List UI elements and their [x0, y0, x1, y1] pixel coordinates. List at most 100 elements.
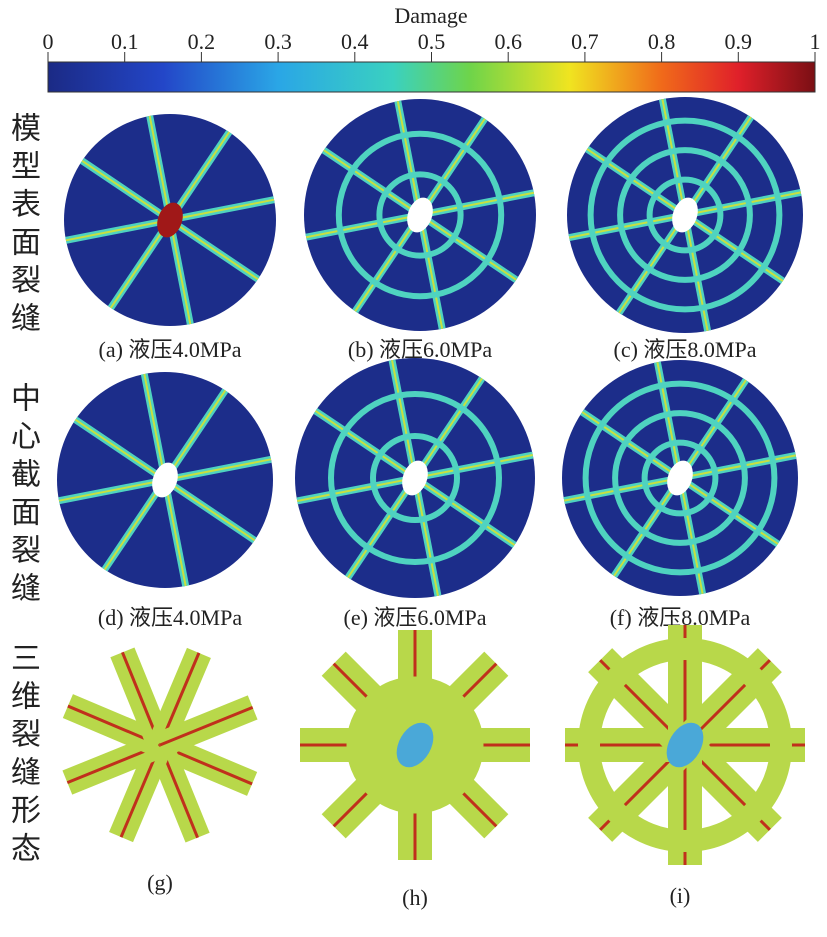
panel-caption: (i): [670, 883, 691, 908]
crack-core: [143, 373, 166, 481]
crack-core: [109, 219, 171, 309]
crack-core: [661, 98, 686, 216]
crack-ring: [376, 171, 464, 259]
crack-core: [684, 214, 784, 282]
crack-core: [148, 115, 171, 221]
crack-core: [81, 159, 171, 221]
crack-core: [684, 191, 802, 216]
colorbar-tick-label: 0.5: [418, 29, 446, 54]
crack-core: [414, 454, 533, 479]
borehole: [667, 460, 693, 496]
borehole: [157, 202, 183, 238]
crack-core: [391, 360, 416, 479]
row-label: 中心截面裂缝: [6, 382, 39, 610]
borehole: [666, 722, 704, 768]
colorbar-tick-label: 0.9: [725, 29, 753, 54]
crack-core: [169, 131, 231, 221]
fracture-core: [578, 638, 792, 852]
crack-ring: [328, 391, 502, 565]
panel-caption: (a) 液压4.0MPa: [99, 337, 242, 362]
colorbar-tick-label: 0.8: [648, 29, 676, 54]
crack-core: [354, 214, 421, 312]
crack-core: [74, 418, 166, 481]
crack-core: [679, 454, 797, 479]
panel-caption: (d) 液压4.0MPa: [98, 605, 242, 630]
crack-core: [679, 379, 747, 479]
colorbar-tick-label: 0: [43, 29, 54, 54]
panel-caption: (e) 液压6.0MPa: [344, 605, 487, 630]
crack-ring: [335, 130, 505, 300]
crack-core: [679, 477, 779, 545]
simulation-image: [562, 360, 798, 596]
panel-caption: (b) 液压6.0MPa: [348, 337, 492, 362]
panel-caption: (h): [402, 885, 428, 910]
crack-ring: [612, 410, 748, 546]
crack-core: [58, 479, 166, 502]
simulation-image: [567, 97, 803, 333]
simulation-image: [565, 625, 805, 865]
crack-core: [164, 458, 272, 481]
crack-core: [323, 149, 421, 216]
crack-ring: [587, 117, 783, 313]
fracture-edge: [159, 706, 254, 747]
crack-core: [419, 214, 444, 330]
panel-caption: (c) 液压8.0MPa: [614, 337, 757, 362]
crack-core: [419, 214, 517, 281]
crack-core: [684, 214, 709, 332]
crack-core: [305, 214, 421, 239]
simulation-image: [64, 114, 276, 326]
crack-core: [396, 100, 421, 216]
simulation-image: [57, 372, 273, 588]
crack-core: [164, 479, 187, 587]
crack-ring: [646, 176, 724, 254]
crack-ring: [370, 433, 460, 523]
crack-core: [103, 479, 166, 571]
colorbar-tick-label: 0.4: [341, 29, 369, 54]
simulation-image: [304, 99, 536, 331]
crack-core: [414, 377, 483, 479]
crack-core: [169, 198, 275, 221]
crack-core: [618, 214, 686, 314]
panel-caption: (g): [147, 870, 173, 895]
crack-core: [679, 477, 704, 595]
crack-core: [314, 410, 416, 479]
simulation-image: [295, 358, 535, 598]
crack-core: [169, 219, 192, 325]
crack-ring: [582, 380, 778, 576]
colorbar-title: Damage: [394, 3, 467, 28]
crack-core: [169, 219, 259, 281]
colorbar-tick-label: 0.6: [494, 29, 522, 54]
crack-core: [419, 191, 535, 216]
crack-core: [414, 477, 439, 596]
crack-core: [414, 477, 516, 546]
colorbar-tick-label: 1: [810, 29, 821, 54]
borehole: [402, 460, 428, 496]
borehole: [672, 197, 698, 233]
crack-core: [419, 118, 486, 216]
crack-core: [563, 477, 681, 502]
crack-core: [586, 148, 686, 216]
colorbar-tick-label: 0.1: [111, 29, 139, 54]
crack-core: [297, 477, 416, 502]
row-label: 模型表面裂缝: [6, 112, 39, 340]
crack-core: [568, 214, 686, 239]
borehole: [407, 197, 433, 233]
crack-core: [684, 116, 752, 216]
borehole: [152, 462, 178, 498]
crack-core: [164, 389, 227, 481]
borehole: [396, 722, 434, 768]
crack-ring: [617, 147, 753, 283]
simulation-image: [300, 630, 530, 860]
crack-core: [613, 477, 681, 577]
crack-core: [581, 411, 681, 479]
crack-ring: [641, 439, 719, 517]
colorbar-tick-label: 0.2: [188, 29, 216, 54]
crack-core: [656, 361, 681, 479]
colorbar-tick-label: 0.3: [264, 29, 292, 54]
simulation-image: [62, 647, 258, 843]
colorbar: [47, 61, 816, 93]
crack-core: [164, 479, 256, 542]
row-label: 三维裂缝形态: [6, 642, 39, 870]
